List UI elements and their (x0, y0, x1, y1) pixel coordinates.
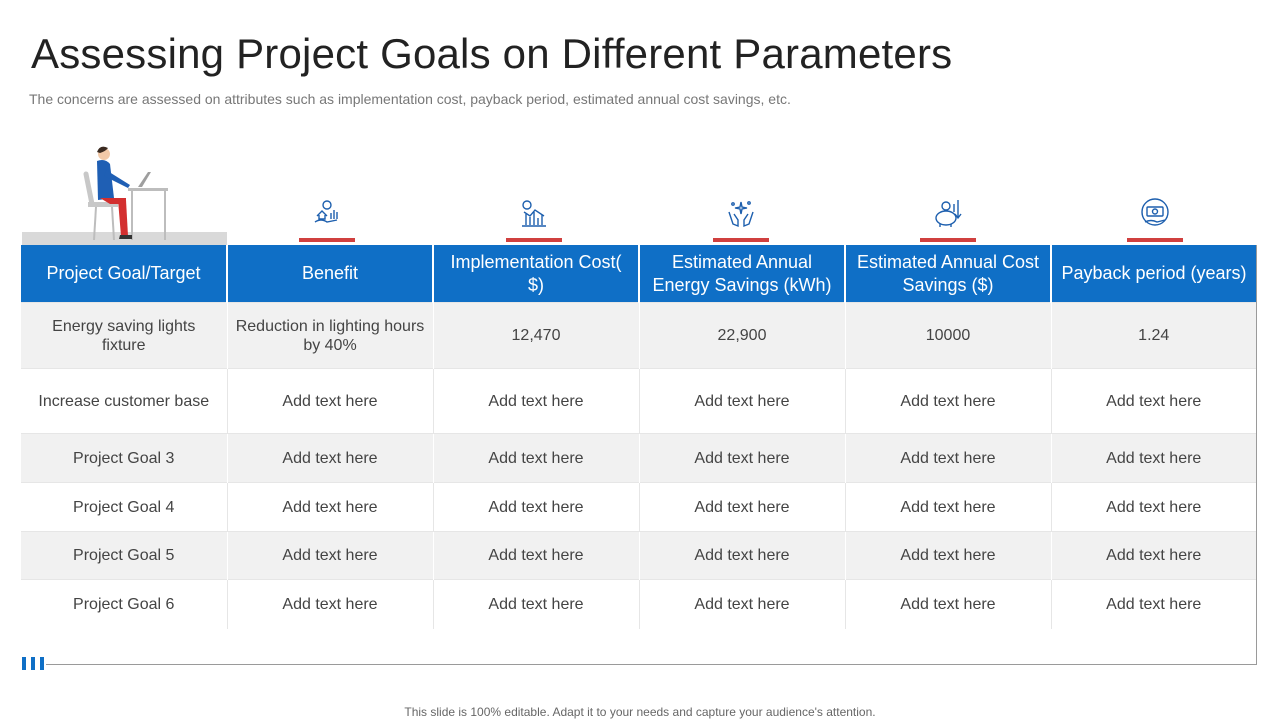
table-row: Increase customer base Add text here Add… (21, 368, 1256, 434)
decor-mark (22, 657, 26, 670)
table-cell: Add text here (433, 531, 640, 580)
table-row: Energy saving lights fixture Reduction i… (21, 302, 1256, 369)
table-cell: Reduction in lighting hours by 40% (227, 302, 434, 369)
table-header-row: Project Goal/Target Benefit Implementati… (21, 245, 1256, 303)
table-cell: Add text here (845, 433, 1052, 483)
table-cell: Project Goal 6 (21, 579, 228, 629)
table-cell: Energy saving lights fixture (21, 302, 228, 369)
piggy-bank-dollar-icon (920, 198, 976, 242)
table-cell: Add text here (845, 531, 1052, 580)
hands-sparkle-icon (713, 198, 769, 242)
table-cell: Add text here (639, 433, 846, 483)
table-cell: Project Goal 5 (21, 531, 228, 580)
slide-footer: This slide is 100% editable. Adapt it to… (404, 705, 876, 719)
column-header: Implementation Cost( $) (433, 245, 640, 303)
coin-chart-icon (506, 198, 562, 242)
hand-money-icon (1127, 198, 1183, 242)
frame-right-border (1256, 245, 1257, 665)
table-cell: Add text here (433, 368, 640, 434)
table-cell: 1.24 (1051, 302, 1256, 369)
table-cell: Increase customer base (21, 368, 228, 434)
table-cell: Add text here (433, 433, 640, 483)
decor-mark (40, 657, 44, 670)
table-cell: Project Goal 3 (21, 433, 228, 483)
column-header: Estimated Annual Cost Savings ($) (845, 245, 1052, 303)
slide-subtitle: The concerns are assessed on attributes … (29, 91, 791, 107)
table-cell: Add text here (1051, 531, 1256, 580)
table-cell: Add text here (433, 482, 640, 532)
table-row: Project Goal 5 Add text here Add text he… (21, 531, 1256, 580)
table-row: Project Goal 3 Add text here Add text he… (21, 433, 1256, 483)
table-cell: Add text here (227, 482, 434, 532)
hand-house-dollar-icon (299, 198, 355, 242)
table-cell: Add text here (433, 579, 640, 629)
project-goals-table: Project Goal/Target Benefit Implementati… (21, 245, 1256, 629)
table-cell: 22,900 (639, 302, 846, 369)
table-cell: Add text here (1051, 482, 1256, 532)
table-cell: Add text here (227, 368, 434, 434)
column-header: Benefit (227, 245, 434, 303)
table-cell: Add text here (1051, 368, 1256, 434)
table-cell: Add text here (845, 482, 1052, 532)
table-cell: Add text here (227, 531, 434, 580)
table-cell: Add text here (1051, 579, 1256, 629)
column-header: Project Goal/Target (21, 245, 228, 303)
table-cell: Add text here (639, 531, 846, 580)
decor-mark (31, 657, 35, 670)
table-cell: Project Goal 4 (21, 482, 228, 532)
person-at-desk-icon (22, 146, 227, 248)
column-header: Payback period (years) (1051, 245, 1256, 303)
table-row: Project Goal 6 Add text here Add text he… (21, 579, 1256, 629)
table-cell: Add text here (845, 368, 1052, 434)
frame-bottom-border (46, 664, 1257, 665)
table-cell: Add text here (227, 433, 434, 483)
table-cell: Add text here (639, 482, 846, 532)
table-cell: 12,470 (433, 302, 640, 369)
table-row: Project Goal 4 Add text here Add text he… (21, 482, 1256, 532)
table-cell: Add text here (845, 579, 1052, 629)
table-cell: 10000 (845, 302, 1052, 369)
slide-title: Assessing Project Goals on Different Par… (31, 30, 953, 77)
table-cell: Add text here (639, 579, 846, 629)
table-cell: Add text here (227, 579, 434, 629)
table-cell: Add text here (1051, 433, 1256, 483)
column-header: Estimated Annual Energy Savings (kWh) (639, 245, 846, 303)
table-cell: Add text here (639, 368, 846, 434)
